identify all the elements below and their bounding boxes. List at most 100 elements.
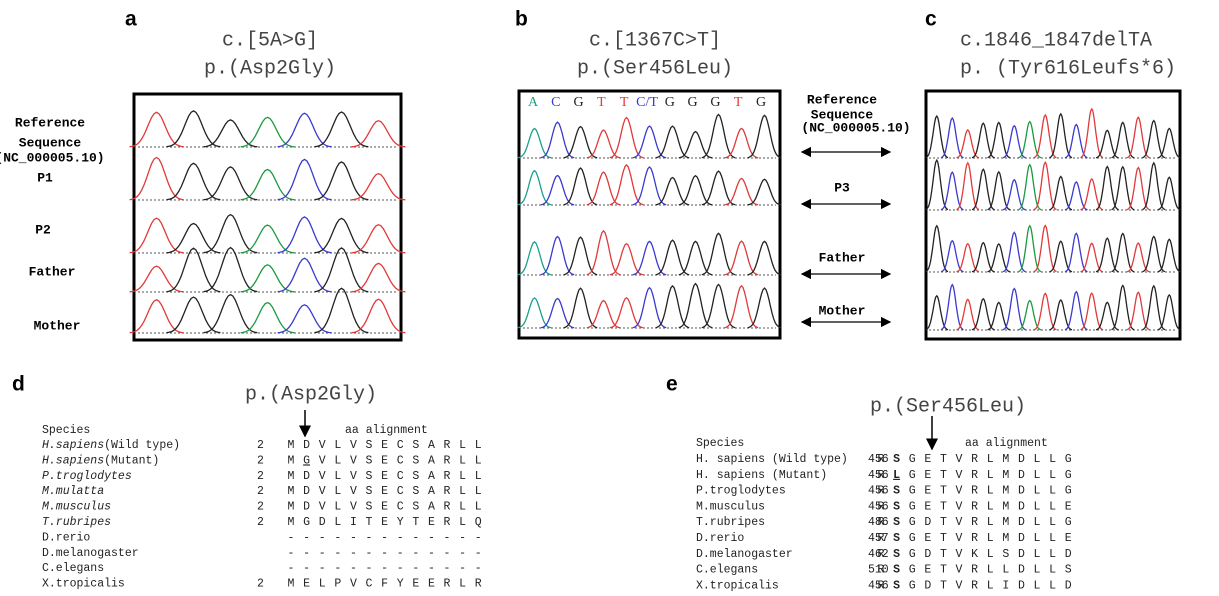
residue: T [940,532,947,545]
residue: S [893,548,900,561]
residue: D [924,579,931,592]
residue: G [1065,485,1072,498]
species: P.troglodytes [42,470,132,483]
residue: T [366,516,373,529]
residue: Q [475,516,482,529]
residue: V [350,578,357,591]
species-name: M.musculus [696,500,765,513]
residue: L [1049,453,1056,466]
residue: S [366,454,373,467]
species: H.sapiens(Mutant) [42,454,159,467]
residue: L [1034,453,1041,466]
residue: R [475,578,482,591]
residue: D [924,516,931,529]
residue: - [366,531,373,544]
residue: L [1049,532,1056,545]
residue: C [397,470,404,483]
start-position: 2 [257,470,264,483]
residue: E [1065,500,1072,513]
residue: E [428,516,435,529]
residue: D [303,470,310,483]
species-name: C.elegans [42,562,104,575]
residue: T [940,453,947,466]
residue: A [428,439,435,452]
residue: M [288,516,295,529]
panel-label: d [12,373,25,396]
row-label: Mother [34,318,81,333]
residue: - [444,531,451,544]
base-call: C [551,95,560,110]
residue: T [940,500,947,513]
residue: L [1034,564,1041,577]
residue: L [475,454,482,467]
residue: E [381,439,388,452]
residue: R [444,454,451,467]
start-position: 2 [257,501,264,514]
residue: - [475,531,482,544]
residue: L [475,470,482,483]
residue: L [1002,564,1009,577]
residue: T [940,485,947,498]
species-name: D.rerio [42,531,90,544]
residue: V [956,469,963,482]
species-name: P.troglodytes [42,470,132,483]
residue: Y [397,578,404,591]
residue: S [893,579,900,592]
residue: - [350,562,357,575]
species: C.elegans [696,564,758,577]
residue: - [397,531,404,544]
residue: T [412,516,419,529]
residue: - [475,562,482,575]
residue: G [303,516,310,529]
panel-title: p.(Ser456Leu) [577,57,733,80]
residue: P [334,578,341,591]
residue: L [1034,500,1041,513]
residue: S [1065,564,1072,577]
residue: A [428,470,435,483]
base-call: C/T [636,95,658,110]
residue: L [334,501,341,514]
residue: - [428,547,435,560]
residue: L [987,485,994,498]
residue: A [428,501,435,514]
residue: V [319,485,326,498]
residue: I [350,516,357,529]
residue: M [288,578,295,591]
residue: S [412,485,419,498]
residue: R [444,578,451,591]
residue: T [940,548,947,561]
residue: V [956,500,963,513]
base-call: G [756,95,766,110]
residue: D [1018,469,1025,482]
residue: E [924,453,931,466]
residue: - [334,531,341,544]
residue: R [878,485,885,498]
residue: L [987,516,994,529]
species: X.tropicalis [42,578,125,591]
residue: E [381,485,388,498]
species-note: (Wild type) [104,439,180,452]
residue: L [334,516,341,529]
start-position: 2 [257,516,264,529]
residue: S [412,454,419,467]
residue: - [428,562,435,575]
residue: G [1065,469,1072,482]
residue: R [878,564,885,577]
residue: L [1034,532,1041,545]
residue: R [444,439,451,452]
species-name: T.rubripes [42,516,111,529]
residue: - [319,562,326,575]
species-name: X.tropicalis [696,579,779,592]
residue: D [1065,548,1072,561]
species-note: (Mutant) [104,454,159,467]
residue: L [1034,579,1041,592]
residue: E [924,469,931,482]
residue: - [444,547,451,560]
panel-label: c [925,8,937,31]
species-name: M.musculus [42,501,111,514]
row-label: Sequence [19,135,82,150]
residue: - [303,562,310,575]
residue: D [1018,579,1025,592]
residue: V [956,532,963,545]
species: D.rerio [696,532,744,545]
